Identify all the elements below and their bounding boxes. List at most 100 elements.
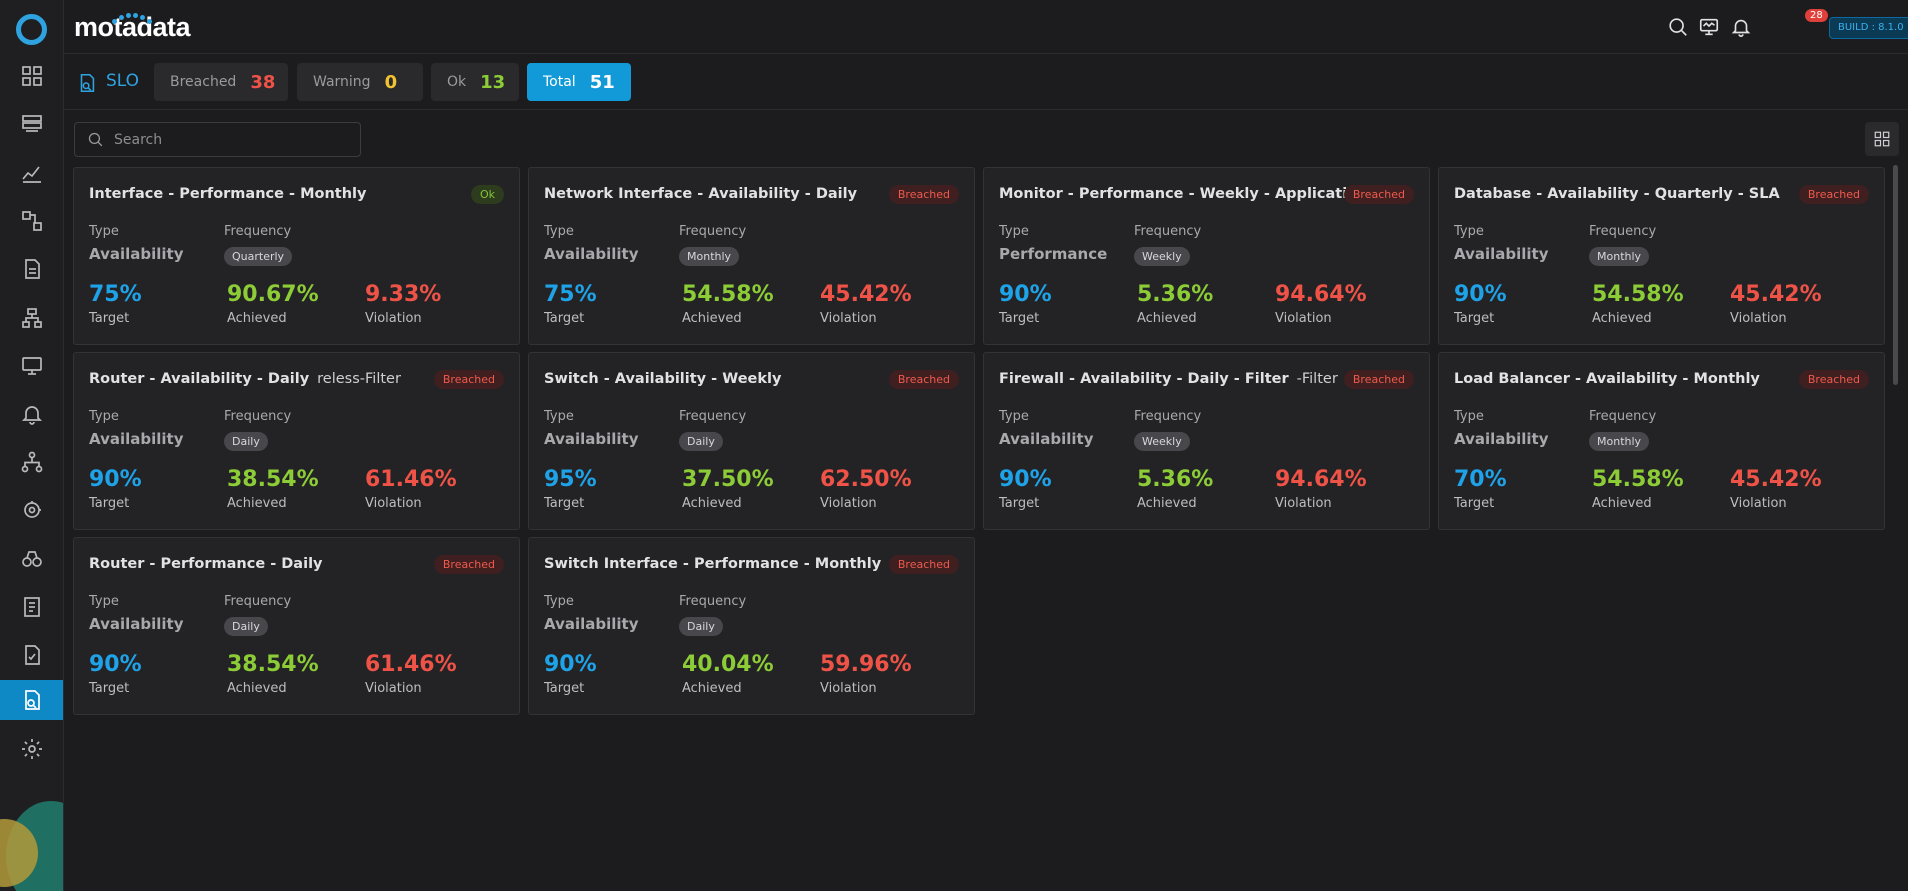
slo-card[interactable]: Network Interface - Availability - Daily… bbox=[528, 167, 975, 345]
log-icon bbox=[25, 259, 40, 279]
search-box bbox=[74, 122, 361, 157]
topology-icon bbox=[22, 308, 42, 328]
target-label: Target bbox=[89, 681, 130, 696]
sidebar-item-dashboard[interactable] bbox=[0, 56, 63, 96]
slo-icon bbox=[76, 72, 98, 94]
target-value: 90% bbox=[999, 282, 1052, 307]
search-icon[interactable] bbox=[1665, 14, 1691, 40]
card-title: Switch Interface - Performance - Monthly bbox=[544, 556, 882, 572]
automation-icon bbox=[24, 501, 41, 518]
page-title: SLO bbox=[106, 71, 140, 91]
card-title: Router - Availability - Daily reless-Filt… bbox=[89, 371, 401, 387]
violation-label: Violation bbox=[1730, 311, 1787, 326]
brand-dots-icon bbox=[102, 13, 162, 24]
type-label: Type bbox=[999, 224, 1029, 239]
slo-card[interactable]: Monitor - Performance - Weekly - Applica… bbox=[983, 167, 1430, 345]
slo-card[interactable]: Router - Availability - Daily reless-Filt… bbox=[73, 352, 520, 530]
target-label: Target bbox=[1454, 496, 1495, 511]
sidebar-item-inventory[interactable] bbox=[0, 104, 63, 144]
chip-label: Total bbox=[543, 74, 576, 90]
frequency-label: Frequency bbox=[679, 594, 747, 609]
slo-card[interactable]: Database - Availability - Quarterly - SL… bbox=[1438, 167, 1885, 345]
type-value: Availability bbox=[89, 615, 184, 633]
type-label: Type bbox=[999, 409, 1029, 424]
sidebar-item-network[interactable] bbox=[0, 442, 63, 482]
sidebar-item-metric-explorer[interactable] bbox=[0, 153, 63, 193]
achieved-label: Achieved bbox=[1592, 311, 1652, 326]
sidebar-item-report[interactable] bbox=[0, 587, 63, 627]
violation-value: 61.46% bbox=[365, 652, 457, 677]
violation-value: 9.33% bbox=[365, 282, 442, 307]
notification-bell-icon[interactable] bbox=[1728, 14, 1754, 40]
type-value: Availability bbox=[544, 430, 639, 448]
achieved-value: 90.67% bbox=[227, 282, 319, 307]
chip-count: 13 bbox=[480, 71, 506, 93]
target-label: Target bbox=[544, 311, 585, 326]
status-badge: Breached bbox=[1798, 370, 1869, 389]
target-value: 70% bbox=[1454, 467, 1507, 492]
sidebar-item-settings[interactable] bbox=[0, 729, 63, 769]
monitor-screen-icon[interactable] bbox=[1696, 14, 1722, 40]
monitor-icon bbox=[22, 357, 42, 375]
violation-value: 45.42% bbox=[1730, 467, 1822, 492]
type-value: Availability bbox=[544, 615, 639, 633]
grid-view-toggle[interactable] bbox=[1865, 122, 1899, 156]
frequency-pill: Weekly bbox=[1134, 247, 1190, 266]
status-badge: Breached bbox=[888, 555, 959, 574]
status-badge: Breached bbox=[1343, 185, 1414, 204]
filter-chip-breached[interactable]: Breached 38 bbox=[154, 63, 288, 101]
alert-bell-icon bbox=[21, 406, 43, 425]
status-badge: Breached bbox=[888, 185, 959, 204]
achieved-label: Achieved bbox=[682, 311, 742, 326]
search-input[interactable] bbox=[114, 131, 354, 148]
slo-card[interactable]: Interface - Performance - Monthly Ok Type F… bbox=[73, 167, 520, 345]
sidebar-item-slo[interactable] bbox=[0, 680, 63, 720]
violation-value: 94.64% bbox=[1275, 282, 1367, 307]
brand-logo[interactable]: motadata bbox=[74, 12, 191, 42]
achieved-value: 54.58% bbox=[682, 282, 774, 307]
slo-card[interactable]: Router - Performance - Daily Breached Type… bbox=[73, 537, 520, 715]
frequency-pill: Daily bbox=[679, 432, 723, 451]
slo-card[interactable]: Firewall - Availability - Daily - Filter… bbox=[983, 352, 1430, 530]
card-title: Router - Performance - Daily bbox=[89, 556, 323, 572]
card-title-tail: reless-Filter bbox=[317, 371, 401, 387]
achieved-label: Achieved bbox=[682, 496, 742, 511]
filter-chip-total[interactable]: Total 51 bbox=[527, 63, 631, 101]
sidebar bbox=[0, 0, 64, 891]
type-value: Availability bbox=[89, 430, 184, 448]
sidebar-item-topology[interactable] bbox=[0, 298, 63, 338]
filter-chip-ok[interactable]: Ok 13 bbox=[431, 63, 519, 101]
achieved-value: 37.50% bbox=[682, 467, 774, 492]
slo-card[interactable]: Switch - Availability - Weekly Breached Ty… bbox=[528, 352, 975, 530]
status-badge: Breached bbox=[1798, 185, 1869, 204]
filter-chip-warning[interactable]: Warning 0 bbox=[297, 63, 423, 101]
target-value: 90% bbox=[544, 652, 597, 677]
type-label: Type bbox=[89, 409, 119, 424]
sidebar-item-audit[interactable] bbox=[0, 635, 63, 675]
violation-label: Violation bbox=[365, 311, 422, 326]
frequency-label: Frequency bbox=[224, 409, 292, 424]
sidebar-item-flow[interactable] bbox=[0, 201, 63, 241]
slo-card[interactable]: Load Balancer - Availability - Monthly Br… bbox=[1438, 352, 1885, 530]
status-badge: Ok bbox=[470, 185, 504, 204]
inventory-icon bbox=[22, 115, 42, 132]
type-label: Type bbox=[1454, 224, 1484, 239]
achieved-label: Achieved bbox=[1592, 496, 1652, 511]
chip-count: 38 bbox=[250, 71, 276, 93]
sidebar-decoration bbox=[0, 801, 63, 891]
chip-label: Breached bbox=[170, 74, 237, 90]
slo-card[interactable]: Switch Interface - Performance - Monthly… bbox=[528, 537, 975, 715]
vertical-scrollbar[interactable] bbox=[1893, 165, 1898, 385]
sidebar-item-log[interactable] bbox=[0, 249, 63, 289]
app-logo-icon[interactable] bbox=[16, 14, 47, 45]
frequency-pill: Daily bbox=[224, 432, 268, 451]
target-value: 75% bbox=[89, 282, 142, 307]
settings-icon bbox=[22, 739, 42, 759]
card-title: Database - Availability - Quarterly - SL… bbox=[1454, 186, 1780, 202]
sidebar-item-alert-bell[interactable] bbox=[0, 394, 63, 434]
sidebar-item-automation[interactable] bbox=[0, 490, 63, 530]
card-title: Network Interface - Availability - Daily bbox=[544, 186, 858, 202]
slo-icon bbox=[25, 690, 40, 710]
sidebar-item-monitor[interactable] bbox=[0, 346, 63, 386]
sidebar-item-binoculars[interactable] bbox=[0, 539, 63, 579]
